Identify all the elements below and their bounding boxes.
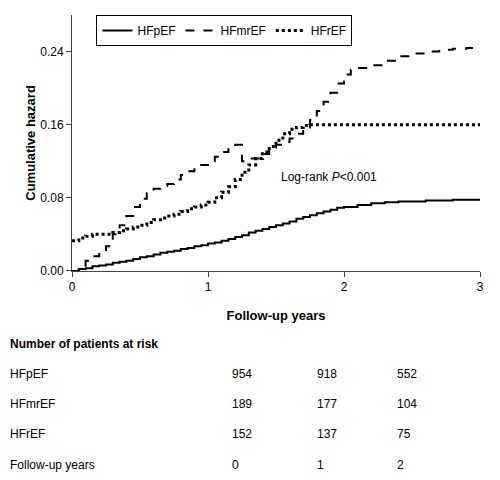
svg-text:3: 3 [477,280,484,294]
svg-text:Log-rank P<0.001: Log-rank P<0.001 [281,170,377,184]
svg-text:0.08: 0.08 [40,191,64,205]
svg-text:918: 918 [317,367,337,381]
svg-text:954: 954 [232,367,252,381]
svg-text:2: 2 [341,280,348,294]
svg-text:Follow-up years: Follow-up years [227,308,326,323]
svg-text:0: 0 [232,458,239,472]
svg-text:0.24: 0.24 [40,45,64,59]
svg-text:0.16: 0.16 [40,118,64,132]
svg-text:1: 1 [317,458,324,472]
svg-text:1: 1 [205,280,212,294]
svg-text:75: 75 [397,427,411,441]
svg-text:Follow-up years: Follow-up years [10,458,95,472]
svg-text:HFpEF: HFpEF [137,24,175,38]
svg-text:HFrEF: HFrEF [311,24,346,38]
svg-text:0: 0 [69,280,76,294]
svg-text:Number of patients at risk: Number of patients at risk [10,337,158,351]
svg-text:HFmrEF: HFmrEF [220,24,265,38]
svg-text:104: 104 [397,397,417,411]
svg-text:189: 189 [232,397,252,411]
svg-text:152: 152 [232,427,252,441]
svg-text:0.00: 0.00 [40,264,64,278]
svg-text:2: 2 [397,458,404,472]
svg-text:HFmrEF: HFmrEF [10,397,55,411]
svg-text:HFrEF: HFrEF [10,427,45,441]
svg-text:177: 177 [317,397,337,411]
svg-text:552: 552 [397,367,417,381]
svg-text:HFpEF: HFpEF [10,367,48,381]
svg-text:Cumulative hazard: Cumulative hazard [23,85,38,201]
svg-text:137: 137 [317,427,337,441]
